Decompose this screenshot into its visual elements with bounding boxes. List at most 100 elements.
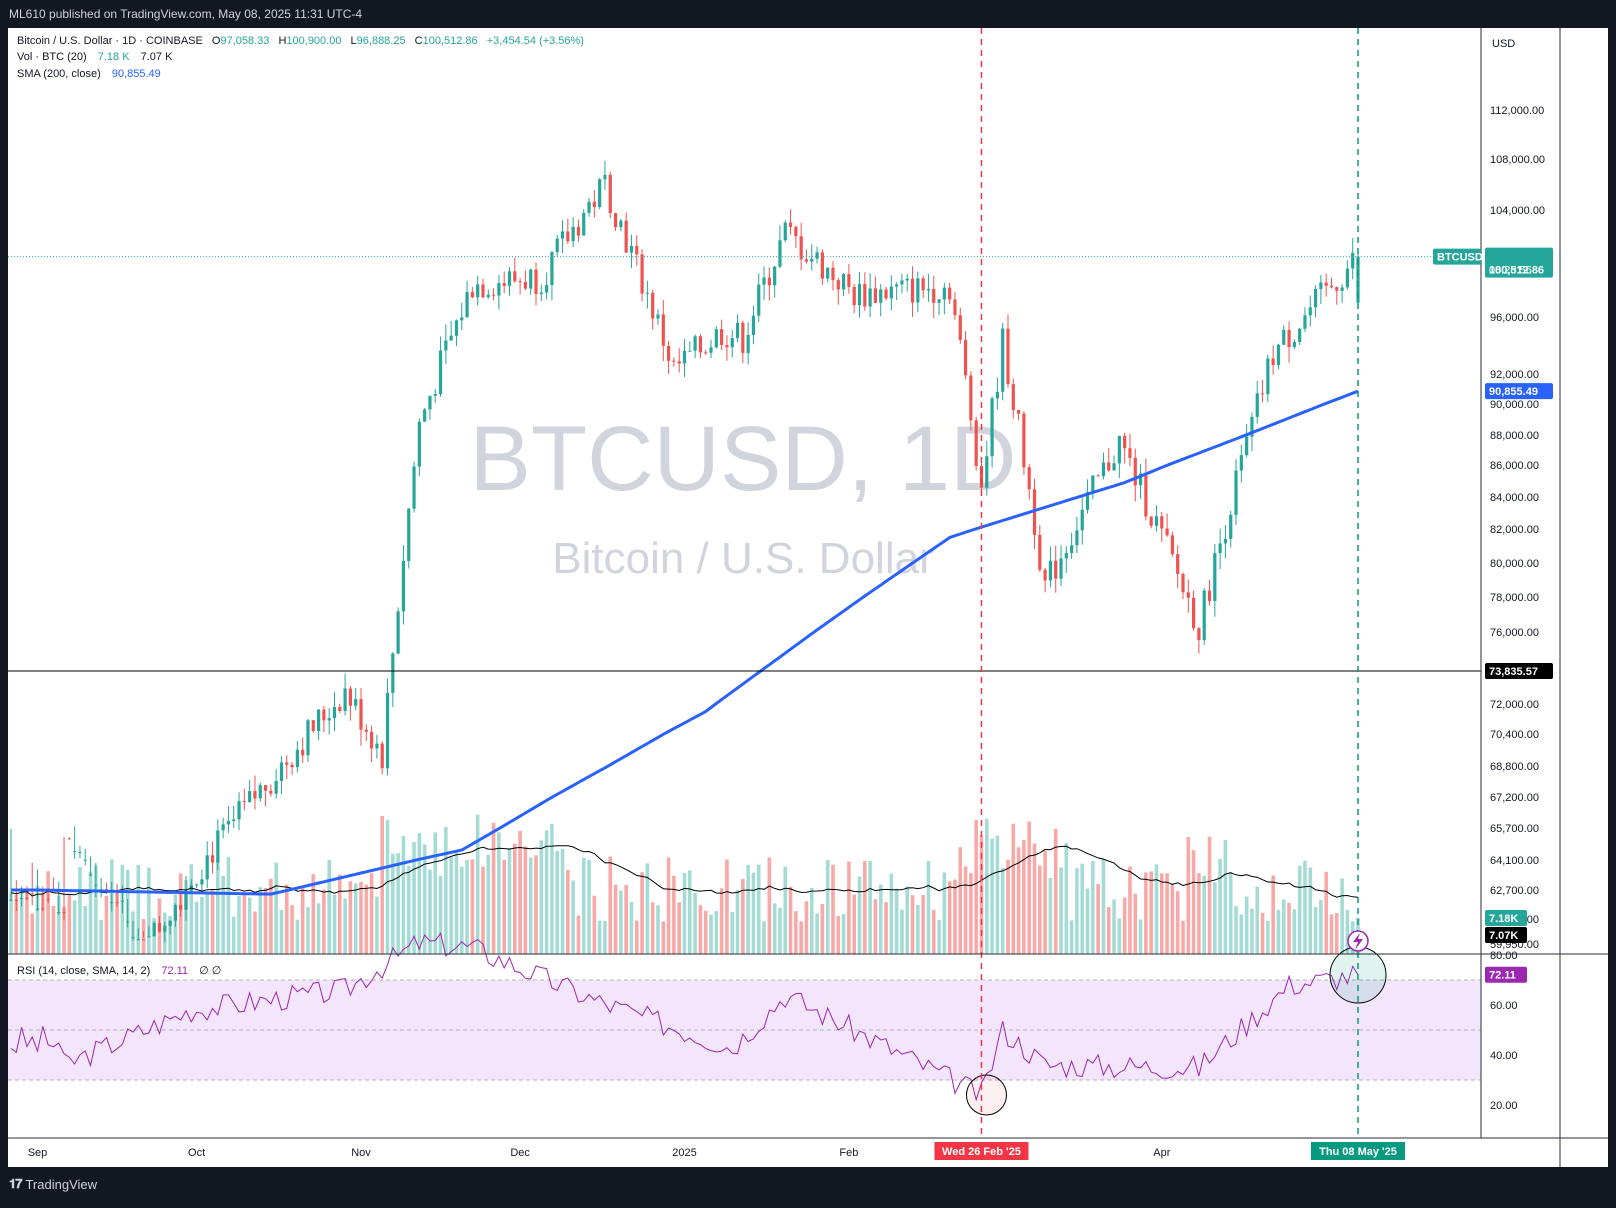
volume-bar bbox=[1287, 902, 1291, 954]
volume-bar bbox=[1281, 899, 1286, 954]
candle-body bbox=[741, 322, 745, 353]
volume-bar bbox=[1069, 920, 1074, 954]
volume-tag-b-text: 7.07K bbox=[1489, 930, 1518, 942]
volume-bar bbox=[592, 895, 597, 954]
volume-bar bbox=[825, 860, 830, 954]
candle bbox=[210, 841, 215, 874]
candle bbox=[863, 272, 867, 311]
volume-bar bbox=[502, 859, 506, 954]
candle-body bbox=[666, 345, 671, 361]
candle-body bbox=[338, 707, 342, 711]
rsi-oversold-circle bbox=[965, 1074, 1007, 1116]
volume-bar bbox=[449, 855, 453, 954]
candle-body bbox=[852, 286, 856, 306]
volume-bar bbox=[391, 853, 395, 954]
candle bbox=[900, 273, 904, 294]
candle-body bbox=[237, 801, 241, 820]
tradingview-brand[interactable]: 𝟏𝟕 TradingView bbox=[9, 1176, 97, 1192]
candle-body bbox=[491, 294, 496, 296]
volume-bar bbox=[1091, 861, 1095, 954]
volume-bar bbox=[401, 836, 406, 954]
candle-body bbox=[14, 899, 18, 901]
volume-bar bbox=[799, 921, 803, 954]
volume-bar bbox=[1324, 871, 1328, 954]
candle-body bbox=[1303, 315, 1307, 329]
time-marker-bg bbox=[934, 1142, 1029, 1160]
candle bbox=[1085, 479, 1090, 514]
volume-bar bbox=[1250, 908, 1254, 954]
candle bbox=[1276, 343, 1281, 370]
legend-vol-1: 7.18 K bbox=[98, 51, 130, 63]
candle-body bbox=[1038, 534, 1042, 570]
volume-bar bbox=[1207, 836, 1212, 954]
volume-bar bbox=[295, 919, 300, 954]
chart-svg[interactable]: BTCUSD, 1D Bitcoin / U.S. Dollar USD 112… bbox=[8, 28, 1608, 1195]
volume-bar bbox=[714, 911, 719, 954]
candle bbox=[110, 881, 114, 912]
candle-body bbox=[454, 320, 459, 336]
candle bbox=[587, 197, 591, 217]
candle bbox=[391, 652, 395, 707]
candle bbox=[1027, 464, 1031, 500]
volume-bar bbox=[1297, 865, 1302, 954]
legend-vol-2: 7.07 K bbox=[141, 51, 173, 63]
volume-bar bbox=[470, 859, 475, 954]
volume-bar bbox=[1053, 828, 1058, 954]
volume-bar bbox=[67, 894, 72, 954]
candle-body bbox=[94, 884, 98, 886]
legend-low: 96,888.25 bbox=[357, 35, 406, 47]
candle bbox=[481, 278, 485, 299]
candle-body bbox=[704, 352, 708, 354]
candle bbox=[1239, 444, 1243, 483]
sma-tag: 90,855.49 bbox=[1485, 383, 1553, 400]
candle bbox=[221, 817, 225, 839]
candle bbox=[1096, 474, 1100, 477]
candle bbox=[820, 249, 824, 285]
candle bbox=[603, 160, 607, 190]
lightning-icon[interactable] bbox=[1347, 930, 1369, 952]
candle bbox=[1340, 284, 1344, 303]
candle-body bbox=[534, 269, 538, 295]
candle-body bbox=[539, 292, 543, 295]
candle bbox=[1176, 545, 1180, 589]
candle-body bbox=[815, 252, 819, 259]
volume-bar bbox=[1213, 882, 1217, 954]
candle bbox=[773, 265, 777, 298]
candle bbox=[269, 784, 273, 797]
volume-bar bbox=[1000, 867, 1005, 954]
candle bbox=[67, 837, 71, 840]
candle-body bbox=[937, 299, 941, 303]
legend-sma-value: 90,855.49 bbox=[112, 68, 161, 80]
candle bbox=[513, 257, 517, 283]
candle-body bbox=[248, 791, 252, 802]
volume-bar bbox=[566, 869, 570, 954]
price-tick-label: 78,000.00 bbox=[1490, 592, 1539, 604]
volume-bar bbox=[1239, 914, 1244, 954]
candle bbox=[884, 286, 888, 301]
candle-body bbox=[306, 720, 310, 756]
volume-bar bbox=[486, 854, 491, 954]
volume-bar bbox=[327, 859, 331, 954]
candle bbox=[263, 784, 268, 807]
legend-open: 97,058.33 bbox=[220, 35, 269, 47]
candle bbox=[476, 275, 480, 306]
legend-c-label: C bbox=[415, 35, 423, 47]
volume-bar bbox=[1112, 899, 1116, 954]
candle-body bbox=[693, 336, 697, 351]
candle bbox=[921, 275, 925, 298]
candle bbox=[889, 275, 893, 311]
candle-body bbox=[1266, 358, 1270, 395]
brand-text: TradingView bbox=[25, 1176, 98, 1192]
volume-bar bbox=[1122, 897, 1127, 954]
currency-label[interactable]: USD bbox=[1492, 38, 1515, 50]
volume-bar bbox=[1181, 920, 1185, 954]
volume-bar bbox=[809, 887, 814, 954]
volume-bar bbox=[1345, 909, 1350, 954]
candle bbox=[1128, 433, 1132, 467]
volume-bar bbox=[94, 865, 98, 954]
candle-body bbox=[470, 291, 474, 298]
candle-body bbox=[948, 287, 952, 300]
price-axis-bg[interactable] bbox=[1481, 28, 1608, 1195]
volume-bar bbox=[242, 892, 247, 954]
candle-body bbox=[905, 278, 909, 281]
